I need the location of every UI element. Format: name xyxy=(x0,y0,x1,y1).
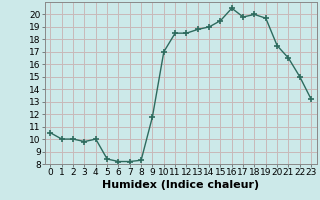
X-axis label: Humidex (Indice chaleur): Humidex (Indice chaleur) xyxy=(102,180,260,190)
